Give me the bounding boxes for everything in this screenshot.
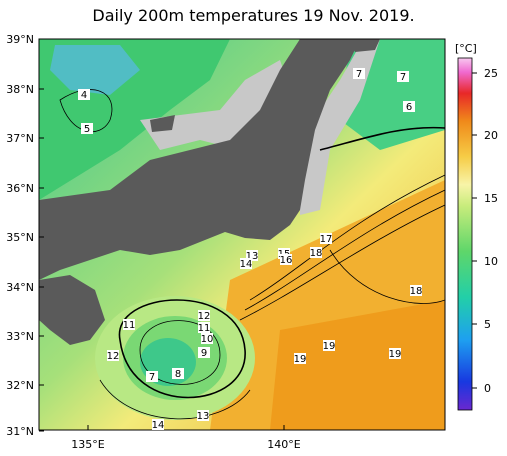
contour-eddy-thick bbox=[118, 299, 246, 399]
contour-label: 7 bbox=[400, 72, 406, 83]
contour-label-bg bbox=[320, 233, 332, 244]
contour-label-bg bbox=[403, 101, 415, 112]
contour-label-bg bbox=[198, 322, 210, 333]
contour-label-bg bbox=[198, 310, 210, 321]
contour-kuroshio-3 bbox=[239, 204, 445, 321]
contour-label: 18 bbox=[410, 286, 423, 297]
latitude-labels: 39°N 38°N 37°N 36°N 35°N 34°N 33°N 32°N 31°N bbox=[6, 33, 44, 438]
colorbar-tick-label: 5 bbox=[484, 318, 491, 331]
latitude-label: 38°N bbox=[6, 83, 34, 96]
contour-label-bg bbox=[201, 333, 213, 344]
colorbar-ticks: 25 20 15 10 5 0 bbox=[472, 67, 498, 395]
contour-label: 13 bbox=[197, 411, 210, 422]
colorbar-tick-label: 25 bbox=[484, 67, 498, 80]
longitude-labels: 135°E 140°E bbox=[71, 425, 301, 451]
contour-label-bg bbox=[81, 123, 93, 134]
contour-kuroshio-2 bbox=[244, 189, 445, 311]
sado-island bbox=[150, 115, 175, 132]
contour-value-labels: 4577617181516131418121111101297819191913… bbox=[78, 68, 422, 431]
longitude-label: 140°E bbox=[267, 438, 300, 451]
contour-label-bg bbox=[197, 410, 209, 421]
contour-label: 17 bbox=[320, 234, 333, 245]
contour-label-bg bbox=[198, 347, 210, 358]
colorbar-scale bbox=[457, 57, 473, 411]
colorbar-tick-label: 15 bbox=[484, 192, 498, 205]
colorbar-unit: [°C] bbox=[455, 42, 477, 55]
latitude-label: 34°N bbox=[6, 281, 34, 294]
contour-label: 12 bbox=[107, 351, 120, 362]
contour-label-bg bbox=[123, 319, 135, 330]
contour-label: 16 bbox=[280, 255, 293, 266]
contour-label-bg bbox=[107, 350, 119, 361]
colorbar-tick-label: 10 bbox=[484, 255, 498, 268]
contour-label-bg bbox=[152, 419, 164, 430]
colorbar-tick-label: 20 bbox=[484, 129, 498, 142]
contour-label: 8 bbox=[175, 369, 181, 380]
contour-label-bg bbox=[240, 258, 252, 269]
hokkaido-tip bbox=[350, 39, 380, 52]
latitude-label: 31°N bbox=[6, 425, 34, 438]
contour-eddy-inner bbox=[139, 320, 221, 385]
longitude-label: 135°E bbox=[71, 438, 104, 451]
contour-label: 7 bbox=[149, 372, 155, 383]
contour-east-arc bbox=[329, 249, 445, 304]
japan-landmass bbox=[39, 39, 360, 280]
contour-label-bg bbox=[323, 340, 335, 351]
latitude-label: 35°N bbox=[6, 231, 34, 244]
contour-label: 9 bbox=[201, 348, 207, 359]
latitude-label: 37°N bbox=[6, 132, 34, 145]
contour-label: 12 bbox=[198, 311, 211, 322]
latitude-label: 33°N bbox=[6, 330, 34, 343]
contour-label: 14 bbox=[152, 420, 165, 431]
latitude-label: 36°N bbox=[6, 182, 34, 195]
cold-pool-west bbox=[50, 45, 140, 95]
map-area bbox=[39, 39, 445, 430]
contour-label: 5 bbox=[84, 124, 90, 135]
map-title: Daily 200m temperatures 19 Nov. 2019. bbox=[92, 6, 415, 25]
colorbar-tick-label: 0 bbox=[484, 382, 491, 395]
contour-label-bg bbox=[410, 285, 422, 296]
contour-label: 11 bbox=[123, 320, 136, 331]
contour-label: 19 bbox=[323, 341, 336, 352]
colorbar: [°C] 25 20 15 10 5 0 bbox=[455, 42, 498, 411]
contour-label-bg bbox=[246, 250, 258, 261]
map-border bbox=[38, 38, 446, 431]
contour-label: 19 bbox=[294, 354, 307, 365]
contour-label: 10 bbox=[201, 334, 214, 345]
contour-label-bg bbox=[389, 348, 401, 359]
contour-label-bg bbox=[78, 89, 90, 100]
contour-label: 19 bbox=[389, 349, 402, 360]
contour-label-bg bbox=[310, 247, 322, 258]
shikoku-landmass bbox=[39, 275, 105, 345]
latitude-label: 32°N bbox=[6, 379, 34, 392]
warm-core bbox=[270, 300, 445, 430]
contour-label: 4 bbox=[81, 90, 87, 101]
contour-label: 18 bbox=[310, 248, 323, 259]
contour-label-bg bbox=[172, 368, 184, 379]
contour-label-bg bbox=[280, 254, 292, 265]
contour-south-arc bbox=[99, 379, 251, 420]
contour-label: 13 bbox=[246, 251, 259, 262]
contour-label-bg bbox=[353, 68, 365, 79]
contour-label-bg bbox=[294, 353, 306, 364]
contour-label: 6 bbox=[406, 102, 412, 113]
contour-label: 7 bbox=[356, 69, 362, 80]
latitude-label: 39°N bbox=[6, 33, 34, 46]
contour-label-bg bbox=[397, 71, 409, 82]
contour-label: 14 bbox=[240, 259, 253, 270]
contour-label-bg bbox=[146, 371, 158, 382]
contour-label: 11 bbox=[198, 323, 211, 334]
contour-label-bg bbox=[278, 248, 290, 259]
contour-thick-north bbox=[319, 126, 445, 151]
nodata-shelf-east bbox=[300, 39, 380, 215]
